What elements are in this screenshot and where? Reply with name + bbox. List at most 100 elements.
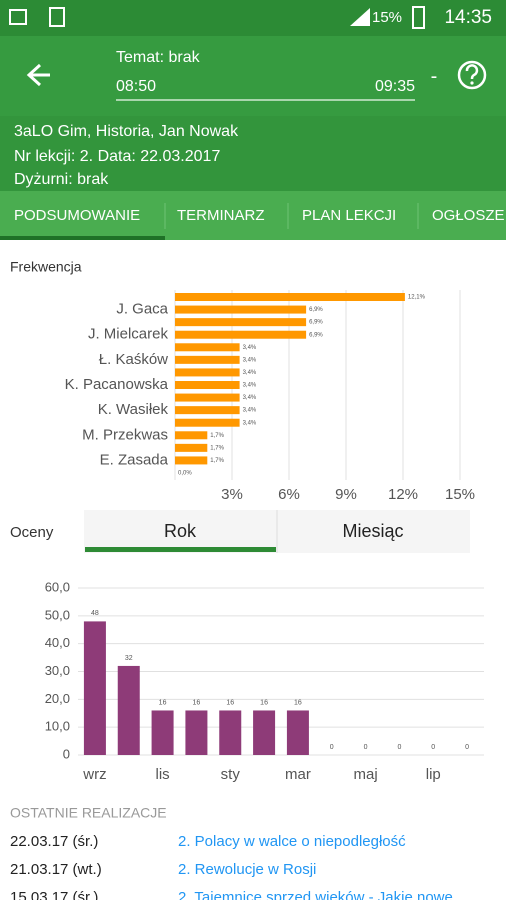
chart-title: Frekwencja [10, 259, 82, 275]
y-tick-label: K. Pacanowska [65, 376, 169, 393]
grades-label: Oceny [10, 524, 54, 541]
bar [219, 710, 242, 755]
gallery-icon [9, 9, 27, 25]
bar [175, 431, 208, 440]
bar [83, 621, 106, 755]
info-line: Nr lekcji: 2. Data: 22.03.2017 [14, 148, 220, 165]
y-tick-label: 30,0 [45, 663, 70, 678]
bar [175, 443, 208, 452]
value-label: 0 [364, 744, 368, 751]
value-label: 0 [465, 744, 469, 751]
value-label: 3,4% [243, 383, 257, 389]
bar [286, 710, 309, 755]
row-date: 21.03.17 (wt.) [10, 861, 102, 878]
help-glyph [465, 64, 479, 80]
x-tick-label: lis [155, 766, 169, 783]
end-time[interactable]: 09:35 [375, 78, 415, 95]
value-label: 3,4% [243, 345, 257, 351]
status-bar [0, 0, 506, 36]
value-label: 16 [193, 699, 201, 706]
bar [175, 456, 208, 465]
bar [175, 368, 240, 377]
value-label: 16 [159, 699, 167, 706]
bar [151, 710, 174, 755]
start-time[interactable]: 08:50 [116, 78, 156, 95]
tab[interactable]: PLAN LEKCJI [302, 207, 396, 224]
value-label: 0 [431, 744, 435, 751]
bar [253, 710, 276, 755]
value-label: 16 [226, 699, 234, 706]
y-tick-label: 20,0 [45, 691, 70, 706]
value-label: 3,4% [243, 420, 257, 426]
y-tick-label: 50,0 [45, 607, 70, 622]
x-tick-label: 3% [221, 486, 243, 503]
value-label: 1,7% [210, 433, 224, 439]
row-link[interactable]: 2. Polacy w walce o niepodległość [178, 833, 406, 850]
info-line: Dyżurni: brak [14, 171, 109, 188]
value-label: 3,4% [243, 408, 257, 414]
value-label: 3,4% [243, 357, 257, 363]
help-dot [470, 81, 474, 85]
info-panel [0, 116, 506, 191]
clock: 14:35 [444, 7, 492, 28]
help-circle [457, 60, 487, 90]
value-label: 0 [330, 744, 334, 751]
back-button[interactable] [26, 63, 50, 87]
y-tick-label: 0 [63, 746, 70, 761]
x-tick-label: 6% [278, 486, 300, 503]
y-tick-label: 10,0 [45, 719, 70, 734]
y-tick-label: J. Mielcarek [88, 326, 169, 343]
bar [175, 343, 240, 352]
row-date: 15.03.17 (śr.) [10, 889, 98, 900]
row-link[interactable]: 2. Rewolucje w Rosji [178, 861, 316, 878]
bar [175, 406, 240, 415]
value-label: 6,9% [309, 320, 323, 326]
y-tick-label: K. Wasiłek [98, 401, 169, 418]
value-label: 0,0% [178, 471, 192, 477]
value-label: 6,9% [309, 307, 323, 313]
value-label: 12,1% [408, 295, 426, 301]
bar [185, 710, 208, 755]
value-label: 0 [397, 744, 401, 751]
value-label: 16 [260, 699, 268, 706]
bar [175, 318, 307, 327]
signal-icon [350, 8, 370, 26]
y-tick-label: M. Przekwas [82, 426, 168, 443]
x-tick-label: wrz [82, 766, 106, 783]
bar [175, 330, 307, 339]
y-tick-label: 40,0 [45, 635, 70, 650]
bar [175, 381, 240, 389]
battery-icon [412, 6, 425, 29]
value-label: 48 [91, 610, 99, 617]
tab[interactable]: PODSUMOWANIE [14, 207, 140, 224]
tab[interactable]: TERMINARZ [177, 207, 265, 224]
row-link[interactable]: 2. Tajemnice sprzed wieków - Jakie nowe [178, 889, 453, 900]
x-tick-label: maj [353, 766, 377, 783]
help-button[interactable] [457, 60, 487, 90]
section-title: OSTATNIE REALIZACJE [10, 805, 167, 821]
separator: - [431, 65, 438, 87]
toggle-option[interactable]: Miesiąc [342, 521, 403, 541]
row-date: 22.03.17 (śr.) [10, 833, 98, 850]
bar [175, 293, 405, 301]
value-label: 3,4% [243, 395, 257, 401]
value-label: 3,4% [243, 370, 257, 376]
x-tick-label: mar [285, 766, 311, 783]
x-tick-label: 12% [388, 486, 418, 503]
bar [175, 393, 240, 402]
info-line: 3aLO Gim, Historia, Jan Nowak [14, 123, 239, 140]
battery-level: 15% [372, 9, 402, 26]
value-label: 32 [125, 655, 133, 662]
toggle-option[interactable]: Rok [164, 521, 197, 541]
tab[interactable]: OGŁOSZE [432, 207, 505, 224]
bar [175, 418, 240, 427]
topic: Temat: brak [116, 49, 201, 66]
bar [175, 355, 240, 364]
tab-indicator [0, 236, 165, 240]
toggle-indicator [85, 547, 276, 552]
value-label: 1,7% [210, 445, 224, 451]
bar [117, 665, 140, 755]
y-tick-label: 60,0 [45, 579, 70, 594]
y-tick-label: J. Gaca [116, 301, 168, 318]
